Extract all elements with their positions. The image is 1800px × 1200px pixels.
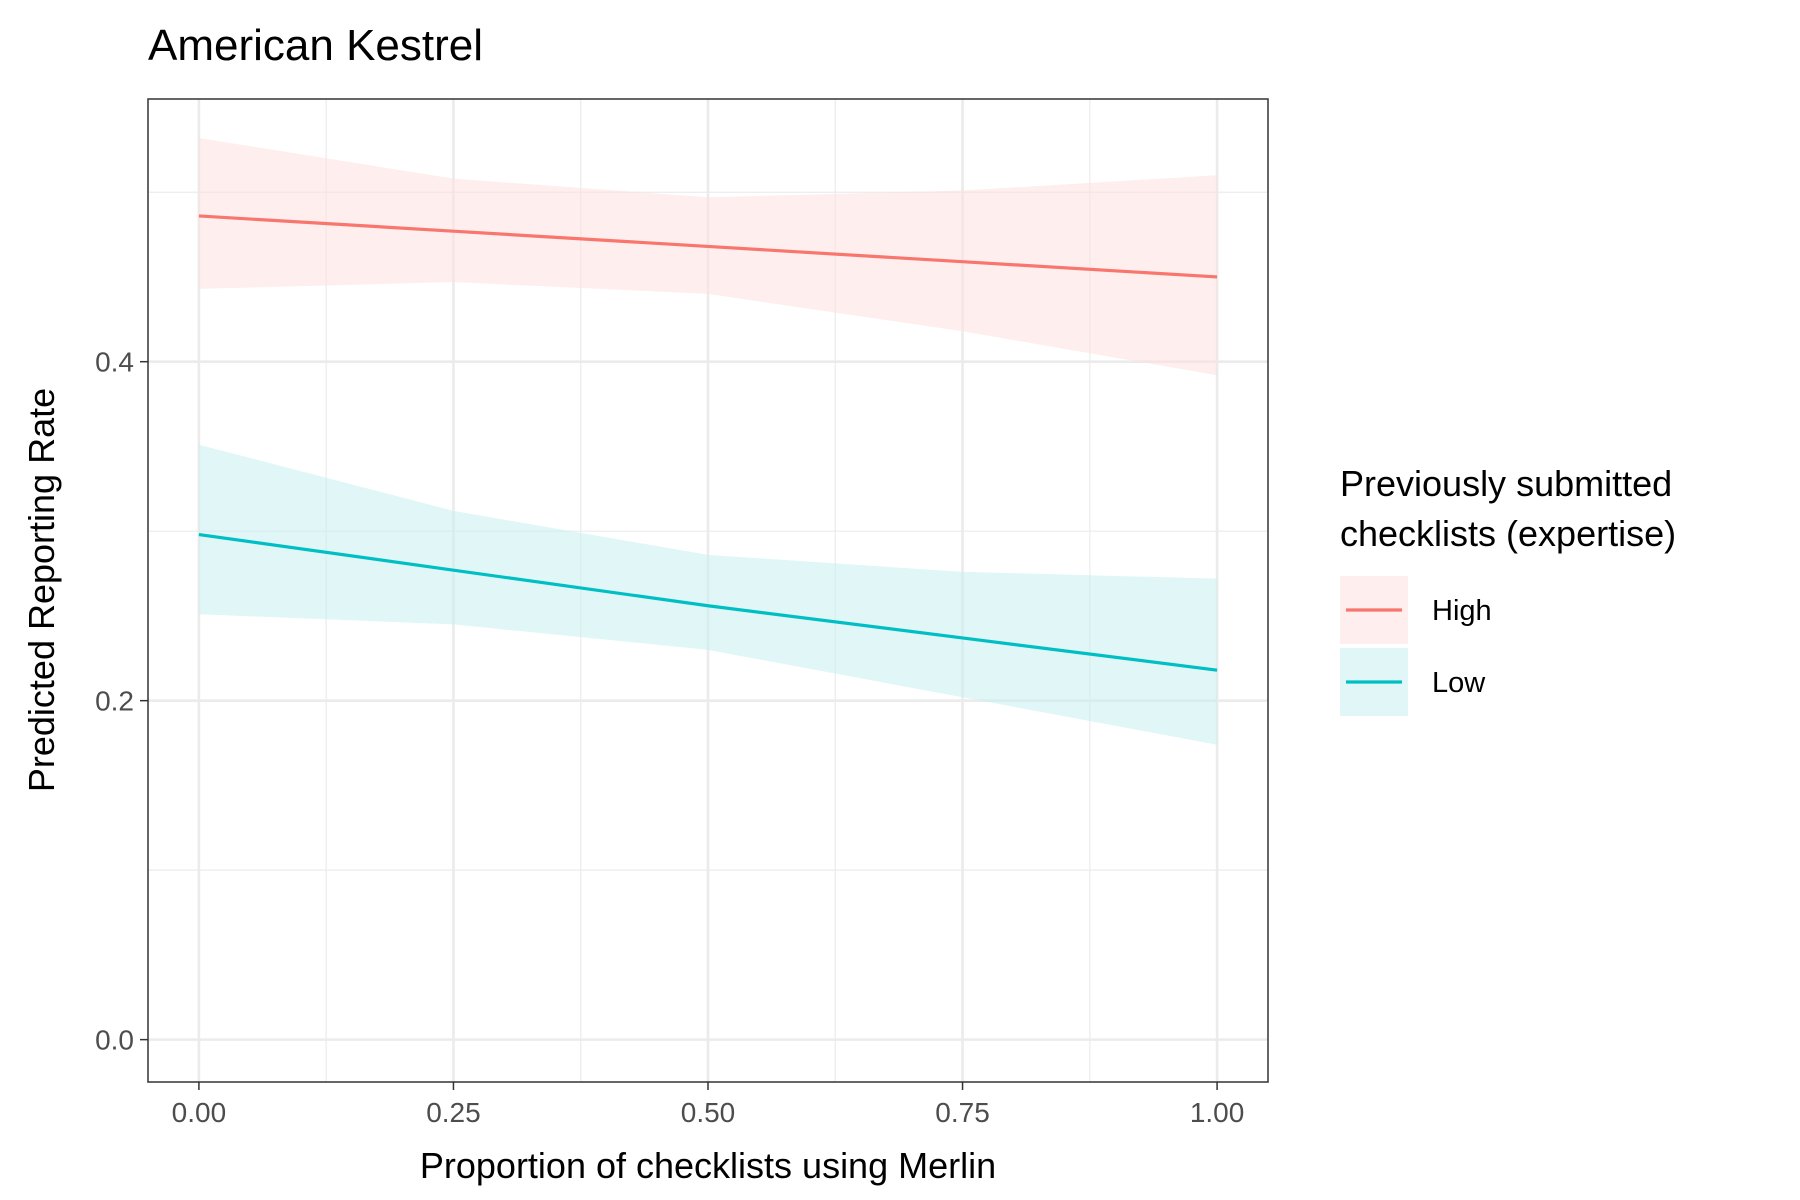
chart-title: American Kestrel	[148, 21, 483, 70]
x-tick-label: 0.25	[426, 1097, 481, 1128]
y-tick-label: 0.2	[95, 686, 134, 717]
legend-label-high: High	[1432, 595, 1492, 627]
x-tick-label: 1.00	[1190, 1097, 1245, 1128]
series-line-high	[198, 214, 1218, 279]
x-tick-label: 0.50	[681, 1097, 736, 1128]
legend-title-line-2: checklists (expertise)	[1340, 513, 1676, 554]
x-axis-ticks: 0.00 0.25 0.50 0.75 1.00	[172, 1082, 1245, 1128]
legend: Previously submitted checklists (experti…	[1340, 463, 1676, 716]
x-axis-title: Proportion of checklists using Merlin	[420, 1145, 996, 1186]
y-tick-label: 0.4	[95, 347, 134, 378]
x-tick-label: 0.00	[172, 1097, 227, 1128]
confidence-ribbons	[198, 137, 1218, 745]
legend-title-line-1: Previously submitted	[1340, 463, 1672, 504]
x-tick-label: 0.75	[935, 1097, 990, 1128]
legend-items: High Low	[1340, 576, 1492, 716]
confidence-ribbon-low	[198, 444, 1218, 745]
series-lines	[198, 214, 1218, 672]
y-tick-label: 0.0	[95, 1025, 134, 1056]
series-line-low	[198, 532, 1218, 672]
y-axis-title: Predicted Reporting Rate	[21, 388, 62, 792]
confidence-ribbon-high	[198, 137, 1218, 376]
y-axis-ticks: 0.0 0.2 0.4	[95, 347, 148, 1056]
legend-label-low: Low	[1432, 667, 1486, 699]
